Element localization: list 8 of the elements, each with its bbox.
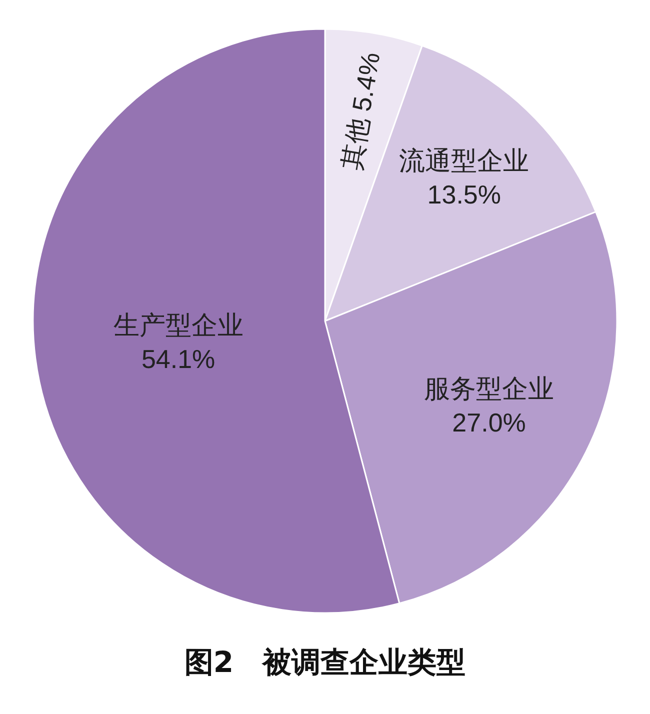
data-label: 27.0% xyxy=(452,407,526,438)
slice-label: 生产型企业 xyxy=(113,310,244,340)
data-label: 13.5% xyxy=(427,180,502,210)
text: 图2 被调查企业类型 xyxy=(184,645,466,679)
data-label: 54.1% xyxy=(141,344,216,374)
slice-label: 流通型企业 xyxy=(399,146,530,176)
slice-label: 服务型企业 xyxy=(424,373,554,404)
slice-label: 其他 5.4% xyxy=(336,50,386,172)
